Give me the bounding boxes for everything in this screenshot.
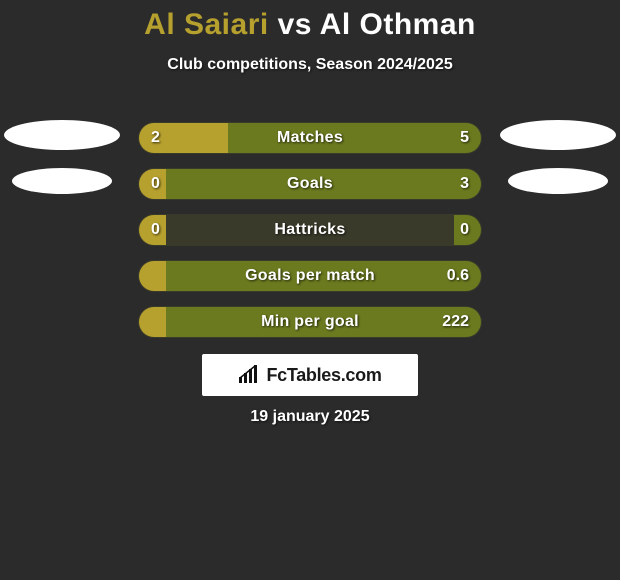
- bar-chart-icon: [238, 365, 260, 385]
- logo-text-suffix: Tables.com: [287, 365, 382, 385]
- stat-row: 03Goals: [138, 168, 482, 200]
- stat-row: 00Hattricks: [138, 214, 482, 246]
- avatar-placeholder-icon: [500, 120, 616, 150]
- player2-name: Al Othman: [320, 8, 476, 41]
- snapshot-date: 19 january 2025: [0, 408, 620, 426]
- avatar-placeholder-icon: [4, 120, 120, 150]
- title: Al Saiari vs Al Othman: [0, 0, 620, 42]
- stats-bars: 25Matches 03Goals 00Hattricks 0.6Goals per …: [138, 122, 482, 338]
- stat-label: Goals per match: [139, 261, 481, 291]
- subtitle: Club competitions, Season 2024/2025: [0, 56, 620, 74]
- stat-label: Hattricks: [139, 215, 481, 245]
- stat-label: Goals: [139, 169, 481, 199]
- avatar-placeholder-icon: [12, 168, 112, 194]
- stat-row: 0.6Goals per match: [138, 260, 482, 292]
- comparison-card: Al Saiari vs Al Othman Club competitions…: [0, 0, 620, 580]
- stat-row: 222Min per goal: [138, 306, 482, 338]
- logo-text: FcTables.com: [266, 365, 381, 386]
- stat-row: 25Matches: [138, 122, 482, 154]
- fctables-logo: FcTables.com: [202, 354, 418, 396]
- logo-text-prefix: Fc: [266, 365, 286, 385]
- avatar-col-left: [2, 120, 122, 194]
- stat-label: Min per goal: [139, 307, 481, 337]
- avatar-col-right: [498, 120, 618, 194]
- player1-name: Al Saiari: [144, 8, 269, 41]
- vs-label: vs: [278, 8, 312, 41]
- avatar-placeholder-icon: [508, 168, 608, 194]
- stat-label: Matches: [139, 123, 481, 153]
